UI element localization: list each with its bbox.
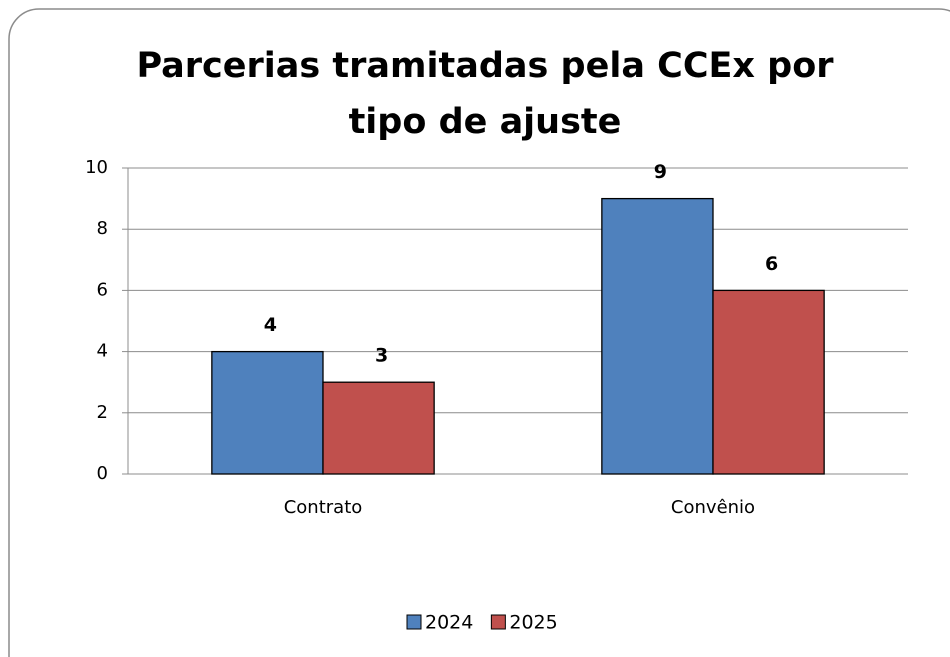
y-tick-label: 10	[85, 157, 108, 178]
bar	[712, 289, 825, 475]
data-label: 4	[264, 314, 277, 336]
bar	[322, 381, 435, 475]
x-tick-label: Contrato	[284, 497, 363, 518]
y-tick-label: 8	[97, 218, 108, 239]
legend-swatch	[406, 614, 422, 630]
x-tick-label: Convênio	[671, 497, 755, 518]
chart-title: Parcerias tramitadas pela CCEx por tipo …	[136, 46, 834, 142]
data-label: 9	[654, 161, 667, 183]
legend-swatch	[490, 614, 506, 630]
y-tick-label: 2	[97, 402, 108, 423]
y-tick-label: 6	[97, 279, 108, 300]
y-tick-label: 4	[97, 341, 108, 362]
legend-label: 2025	[509, 612, 557, 634]
bar	[211, 350, 324, 475]
y-tick-label: 0	[97, 463, 108, 484]
legend-label: 2024	[425, 612, 473, 634]
data-label: 3	[375, 345, 388, 367]
data-label: 6	[765, 253, 778, 275]
bar	[601, 197, 714, 475]
chart-frame	[8, 8, 950, 657]
